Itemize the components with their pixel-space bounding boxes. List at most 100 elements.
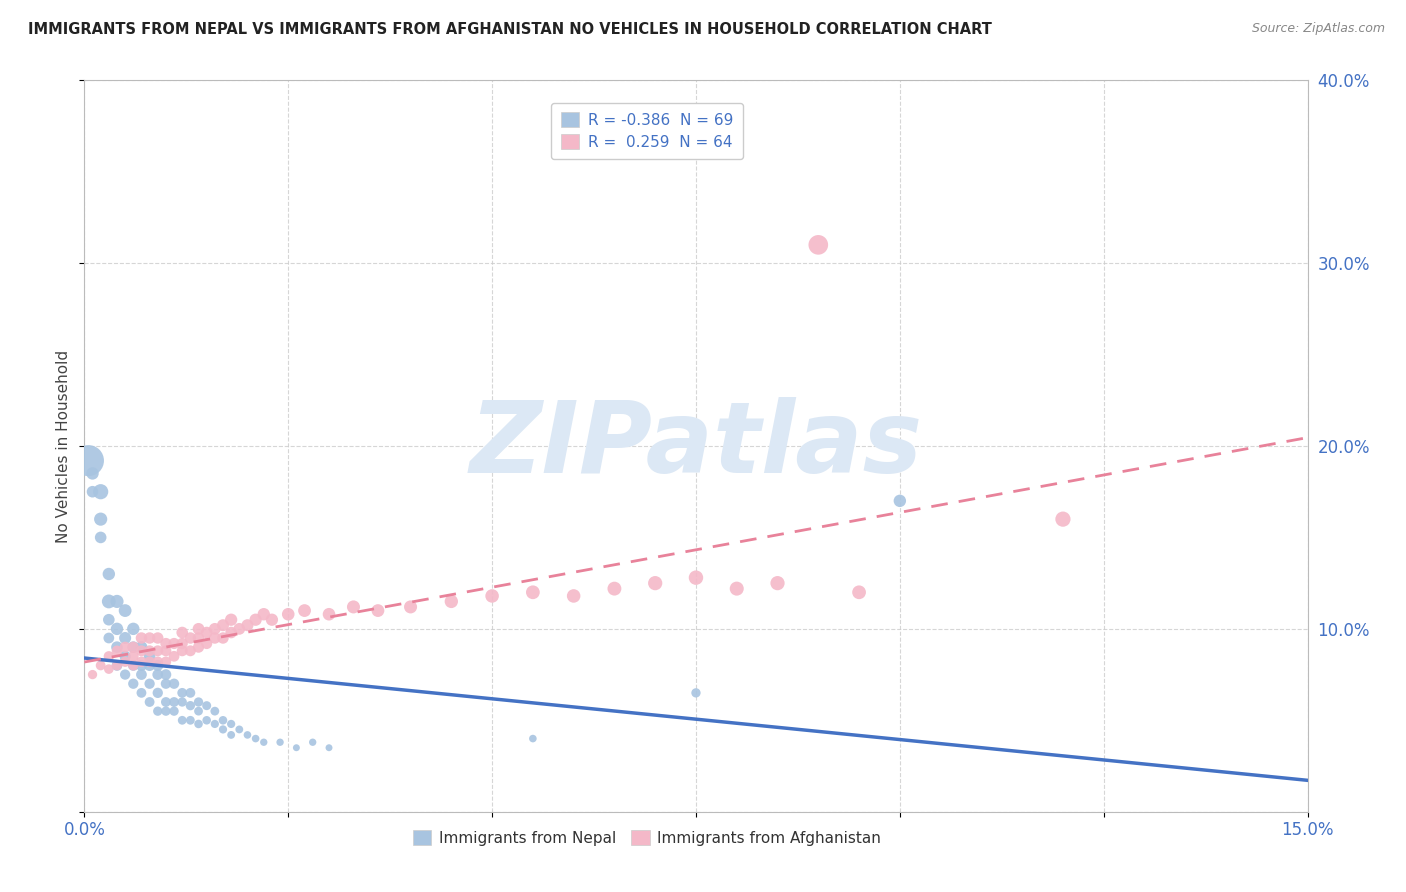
Point bbox=[522, 585, 544, 599]
Point bbox=[219, 613, 242, 627]
Point bbox=[219, 728, 242, 742]
Point bbox=[277, 607, 299, 622]
Point bbox=[131, 631, 153, 645]
Point bbox=[97, 594, 120, 608]
Point bbox=[187, 704, 209, 718]
Point bbox=[644, 576, 666, 591]
Point bbox=[269, 735, 291, 749]
Point bbox=[146, 655, 169, 669]
Point bbox=[97, 567, 120, 582]
Point bbox=[285, 740, 308, 755]
Point bbox=[204, 717, 226, 731]
Point bbox=[105, 658, 128, 673]
Point bbox=[122, 622, 145, 636]
Point bbox=[172, 636, 194, 650]
Point bbox=[155, 655, 177, 669]
Point bbox=[725, 582, 748, 596]
Point bbox=[155, 667, 177, 681]
Point bbox=[172, 695, 194, 709]
Point bbox=[219, 625, 242, 640]
Point bbox=[114, 631, 136, 645]
Point bbox=[138, 676, 160, 690]
Point bbox=[172, 686, 194, 700]
Text: Source: ZipAtlas.com: Source: ZipAtlas.com bbox=[1251, 22, 1385, 36]
Point bbox=[219, 717, 242, 731]
Point bbox=[187, 717, 209, 731]
Point bbox=[253, 735, 276, 749]
Point bbox=[97, 649, 120, 664]
Point bbox=[146, 631, 169, 645]
Text: IMMIGRANTS FROM NEPAL VS IMMIGRANTS FROM AFGHANISTAN NO VEHICLES IN HOUSEHOLD CO: IMMIGRANTS FROM NEPAL VS IMMIGRANTS FROM… bbox=[28, 22, 993, 37]
Point bbox=[187, 622, 209, 636]
Point bbox=[105, 658, 128, 673]
Point bbox=[146, 644, 169, 658]
Point bbox=[82, 667, 104, 681]
Point bbox=[155, 704, 177, 718]
Point bbox=[204, 622, 226, 636]
Point bbox=[301, 735, 323, 749]
Point bbox=[172, 625, 194, 640]
Point bbox=[562, 589, 585, 603]
Point bbox=[97, 662, 120, 676]
Point bbox=[138, 658, 160, 673]
Point bbox=[187, 640, 209, 655]
Point bbox=[195, 636, 218, 650]
Point bbox=[146, 704, 169, 718]
Point bbox=[1052, 512, 1074, 526]
Point bbox=[195, 714, 218, 728]
Point bbox=[367, 603, 389, 617]
Point bbox=[97, 613, 120, 627]
Point bbox=[179, 698, 201, 713]
Point bbox=[179, 644, 201, 658]
Point bbox=[138, 655, 160, 669]
Point bbox=[105, 640, 128, 655]
Point bbox=[131, 667, 153, 681]
Point bbox=[440, 594, 463, 608]
Point bbox=[685, 571, 707, 585]
Point bbox=[195, 698, 218, 713]
Point bbox=[131, 640, 153, 655]
Point bbox=[105, 594, 128, 608]
Point bbox=[522, 731, 544, 746]
Point bbox=[245, 731, 267, 746]
Point bbox=[172, 714, 194, 728]
Legend: Immigrants from Nepal, Immigrants from Afghanistan: Immigrants from Nepal, Immigrants from A… bbox=[406, 823, 887, 852]
Point bbox=[122, 658, 145, 673]
Point bbox=[204, 631, 226, 645]
Point bbox=[122, 640, 145, 655]
Point bbox=[131, 644, 153, 658]
Point bbox=[131, 658, 153, 673]
Point bbox=[138, 631, 160, 645]
Point bbox=[114, 649, 136, 664]
Point bbox=[236, 728, 259, 742]
Point bbox=[342, 599, 364, 614]
Point bbox=[807, 238, 830, 252]
Point bbox=[77, 453, 100, 467]
Text: ZIPatlas: ZIPatlas bbox=[470, 398, 922, 494]
Point bbox=[318, 740, 340, 755]
Point bbox=[163, 636, 186, 650]
Point bbox=[228, 723, 250, 737]
Point bbox=[236, 618, 259, 632]
Point bbox=[228, 622, 250, 636]
Point bbox=[105, 644, 128, 658]
Point bbox=[146, 658, 169, 673]
Point bbox=[114, 667, 136, 681]
Point bbox=[90, 484, 112, 499]
Point bbox=[212, 618, 235, 632]
Point bbox=[131, 655, 153, 669]
Point bbox=[253, 607, 276, 622]
Point bbox=[163, 676, 186, 690]
Point bbox=[212, 631, 235, 645]
Point bbox=[138, 644, 160, 658]
Point bbox=[122, 676, 145, 690]
Point bbox=[163, 649, 186, 664]
Point bbox=[82, 467, 104, 481]
Point bbox=[179, 631, 201, 645]
Point bbox=[82, 484, 104, 499]
Point bbox=[172, 644, 194, 658]
Point bbox=[114, 655, 136, 669]
Point bbox=[766, 576, 789, 591]
Point bbox=[179, 686, 201, 700]
Point bbox=[163, 704, 186, 718]
